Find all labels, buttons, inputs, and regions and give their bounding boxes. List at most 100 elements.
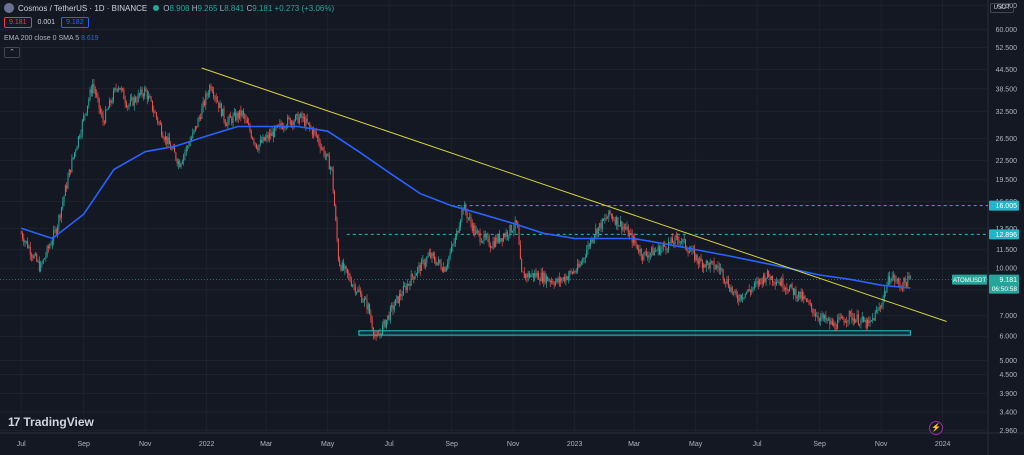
candle-body [554,281,556,286]
candle-body [450,246,452,253]
buy-button[interactable]: 9.182 [61,17,89,28]
y-tick-label: 22.500 [996,158,1018,165]
candle-body [294,115,296,122]
candle-body [310,126,312,129]
candle-body [328,156,330,170]
candle-body [909,277,911,279]
candle-body [742,297,744,300]
y-tick-label: 44.500 [996,67,1018,74]
candle-body [119,87,121,90]
candle-body [240,109,242,116]
candle-body [406,284,408,291]
candle-body [444,267,446,272]
candle-body [71,158,73,173]
lightning-icon[interactable]: ⚡ [929,421,943,435]
candle-body [330,167,332,170]
candle-body [843,319,845,323]
candle-body [699,258,701,264]
price-axis [988,0,1024,455]
candle-body [573,271,575,274]
candle-body [673,242,675,244]
candle-body [551,281,553,283]
candle-body [723,279,725,282]
countdown-label: 06:50:58 [992,286,1018,293]
candle-body [250,131,252,138]
candle-body [883,291,885,298]
candle-body [566,276,568,280]
close-value: 9.181 [252,3,273,13]
candle-body [558,277,560,283]
candle-body [665,246,667,251]
candle-body [362,301,364,303]
candle-body [101,112,103,116]
candle-body [844,321,846,323]
level-price-tag [989,200,1019,211]
candle-body [695,254,697,260]
indicator-legend[interactable]: EMA 200 close 0 SMA 5 8.619 [4,35,99,42]
candle-body [647,255,649,258]
candle-body [142,94,144,97]
candle-body [189,140,191,146]
candle-body [135,97,137,102]
candle-body [733,291,735,293]
candle-body [478,231,480,233]
chevron-up-icon[interactable]: ⌃ [4,47,20,58]
candle-body [687,250,689,254]
candle-body [423,259,425,266]
candle-body [213,92,215,97]
candle-body [718,267,720,270]
candle-body [171,148,173,150]
candle-body [159,122,161,125]
candle-body [678,239,680,243]
candle-body [670,237,672,243]
candle-body [710,261,712,263]
candle-body [63,195,65,202]
candle-body [600,223,602,229]
x-tick-label: 2022 [199,441,215,448]
candle-body [268,133,270,139]
candle-body [242,111,244,115]
candle-body [726,279,728,284]
candle-body [664,243,666,247]
candle-body [144,88,146,97]
candle-body [53,230,55,241]
symbol-title[interactable]: Cosmos / TetherUS · 1D · BINANCE [18,3,148,13]
candle-body [375,335,377,337]
trade-buttons: 9.181 0.001 9.182 [4,17,89,28]
candle-body [288,117,290,119]
candle-body [623,226,625,228]
candle-body [367,304,369,310]
candle-body [738,299,740,301]
candle-body [899,282,901,288]
candle-body [837,319,839,330]
tradingview-watermark: 17 TradingView [8,415,94,429]
candle-body [593,235,595,239]
sell-button[interactable]: 9.181 [4,17,32,28]
candle-body [539,279,541,282]
candle-body [76,146,78,151]
candle-body [340,265,342,271]
candle-body [501,238,503,242]
candle-body [145,88,147,92]
candle-body [265,137,267,141]
candle-body [508,235,510,237]
candle-body [864,319,866,322]
candle-body [255,143,257,149]
candle-body [552,281,554,284]
candle-body [574,271,576,273]
candle-body [653,250,655,256]
candle-body [371,319,373,329]
candle-body [224,120,226,125]
candle-body [601,218,603,229]
candle-body [164,136,166,141]
candle-body [410,274,412,286]
candle-body [382,324,384,335]
candle-body [401,295,403,297]
market-open-dot-icon [153,5,160,11]
candle-body [227,120,229,126]
candle-body [556,278,558,282]
currency-selector[interactable]: USDT [989,3,1014,13]
candle-body [868,319,870,324]
candle-body [380,333,382,335]
